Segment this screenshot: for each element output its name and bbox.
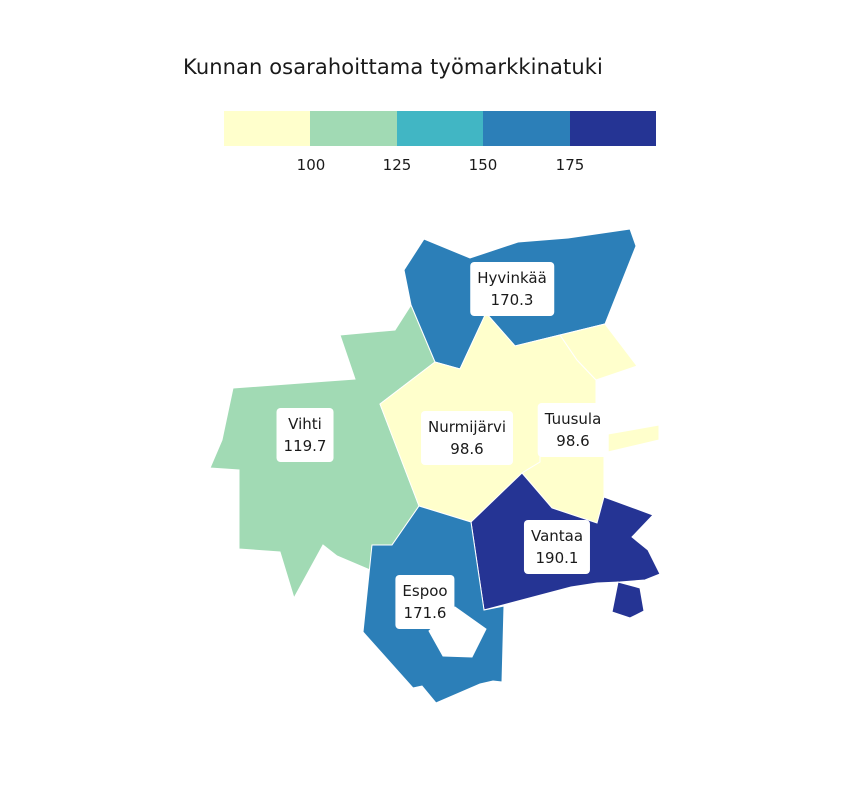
legend-swatch-3 xyxy=(396,111,484,146)
region-tuusula-exclave[interactable] xyxy=(607,424,660,453)
region-name: Hyvinkää xyxy=(477,269,547,287)
legend-swatch-4 xyxy=(483,111,570,146)
legend-swatch-5 xyxy=(569,111,657,146)
region-name: Vantaa xyxy=(530,527,584,545)
region-value: 170.3 xyxy=(490,291,534,309)
region-label-espoo: Espoo 171.6 xyxy=(395,575,455,629)
region-value: 98.6 xyxy=(556,432,590,450)
region-value: 98.6 xyxy=(450,440,484,458)
legend-swatch-2 xyxy=(310,111,397,146)
legend-swatch-1 xyxy=(224,111,311,146)
legend-tick: 150 xyxy=(468,156,498,174)
region-value: 171.6 xyxy=(403,604,447,622)
region-label-hyvinkaa: Hyvinkää 170.3 xyxy=(470,262,554,316)
region-name: Vihti xyxy=(288,415,322,433)
legend-tick: 125 xyxy=(382,156,412,174)
region-name: Nurmijärvi xyxy=(428,418,506,436)
region-name: Tuusula xyxy=(544,410,602,428)
map-title: Kunnan osarahoittama työmarkkinatuki xyxy=(183,55,603,79)
region-label-vihti: Vihti 119.7 xyxy=(276,408,334,462)
region-value: 119.7 xyxy=(283,437,327,455)
legend-tick: 100 xyxy=(296,156,326,174)
color-legend xyxy=(224,111,657,146)
region-vantaa-exclave[interactable] xyxy=(611,581,645,619)
region-label-nurmijarvi: Nurmijärvi 98.6 xyxy=(421,411,513,465)
region-name: Espoo xyxy=(402,582,448,600)
region-label-vantaa: Vantaa 190.1 xyxy=(523,520,591,574)
legend-tick: 175 xyxy=(555,156,585,174)
region-value: 190.1 xyxy=(535,549,579,567)
region-label-tuusula: Tuusula 98.6 xyxy=(537,403,609,457)
